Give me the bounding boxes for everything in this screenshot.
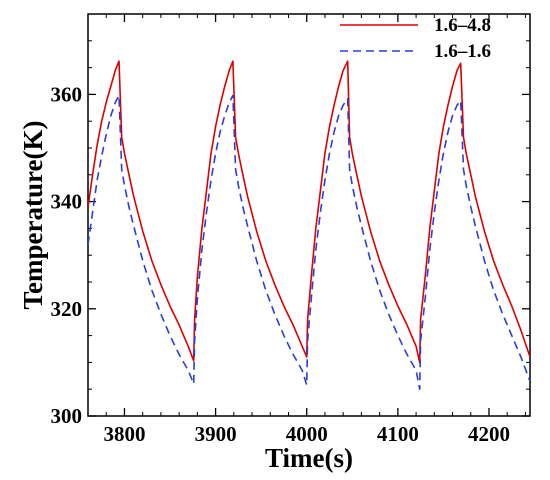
y-tick-label: 360 — [51, 82, 83, 106]
x-tick-label: 4100 — [377, 422, 419, 446]
y-tick-label: 300 — [51, 404, 83, 428]
x-axis-title: Time(s) — [265, 443, 353, 473]
x-tick-label: 3900 — [195, 422, 237, 446]
x-tick-label: 4000 — [286, 422, 328, 446]
y-tick-label: 340 — [51, 190, 83, 214]
series-line-solid — [88, 60, 530, 364]
series-line-dashed — [88, 94, 530, 390]
series-layer — [88, 60, 530, 390]
y-axis-title: Temperature(K) — [18, 121, 48, 310]
x-tick-label: 4200 — [468, 422, 510, 446]
x-tick-label: 3800 — [103, 422, 145, 446]
legend-label: 1.6–4.8 — [434, 15, 491, 36]
plot-frame — [87, 13, 531, 417]
legend-label: 1.6–1.6 — [434, 41, 491, 62]
axis-ticks: 3800 3900 4000 4100 4200 300 320 340 360 — [51, 13, 530, 446]
y-tick-label: 320 — [51, 297, 83, 321]
legend: 1.6–4.8 1.6–1.6 — [340, 15, 491, 62]
